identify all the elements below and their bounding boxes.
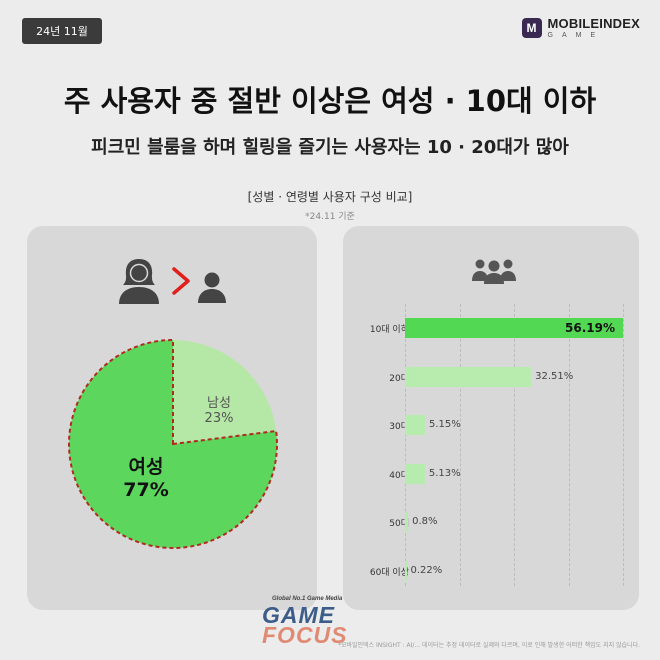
- bar-value-label: 56.19%: [565, 321, 615, 335]
- watermark: Global No.1 Game Media GAME FOCUS: [258, 596, 408, 652]
- brand-sub: GAME: [547, 32, 605, 39]
- grid-line: [405, 304, 406, 586]
- brand-logo: M MOBILEINDEX GAME: [521, 16, 640, 39]
- user-group-icon: [472, 259, 516, 284]
- bar: [405, 463, 425, 484]
- gender-panel: 남성 23% 여성 77%: [27, 226, 317, 610]
- brand-name: MOBILEINDEX: [547, 16, 640, 31]
- male-user-icon: [198, 272, 226, 303]
- bar-value-label: 5.15%: [428, 419, 461, 430]
- female-pct-label: 77%: [123, 479, 169, 501]
- date-badge: 24년 11월: [22, 18, 102, 44]
- grid-line: [514, 304, 515, 586]
- age-bar-chart: 10대 이하 56.19% 20대 32.51% 30대 5.15% 40대 5.13% 50대…: [343, 226, 639, 610]
- female-user-icon: [119, 259, 159, 304]
- female-name-label: 여성: [128, 456, 164, 478]
- bar-category-label: 10대 이하: [369, 325, 409, 335]
- page-subtitle: 피크민 블룸을 하며 힐링을 즐기는 사용자는 10 · 20대가 많아: [91, 137, 569, 158]
- watermark-tagline: Global No.1 Game Media: [272, 596, 343, 602]
- male-pct-label: 23%: [204, 411, 234, 426]
- bar: [405, 512, 409, 532]
- footnote: *모바일인덱스 INSIGHT : AI/... 데이터는 추정 데이터로 실제…: [337, 642, 640, 649]
- bar: [405, 366, 532, 387]
- bar-category-label: 50대: [389, 519, 409, 529]
- greater-than-icon: [172, 267, 190, 295]
- date-note: *24.11 기준: [305, 212, 355, 222]
- page-title: 주 사용자 중 절반 이상은 여성 · 10대 이하: [63, 84, 597, 118]
- grid-line: [623, 304, 624, 586]
- pie-slice-female: [68, 338, 278, 549]
- section-title: [성별 · 연령별 사용자 구성 비교]: [247, 190, 413, 204]
- grid-line: [459, 304, 461, 586]
- bar-value-label: 5.13%: [428, 467, 461, 479]
- bar: [405, 415, 425, 435]
- bar-value-label: 0.22%: [410, 564, 443, 576]
- bar-category-label: 20대: [389, 373, 409, 384]
- bar: [405, 560, 407, 581]
- bar-value-label: 0.8%: [412, 516, 438, 527]
- bar-category-label: 60대 이상: [369, 567, 409, 578]
- male-name-label: 남성: [207, 396, 231, 411]
- male-slice-label: 남성 23%: [189, 392, 249, 426]
- female-slice-label: 여성 77%: [101, 452, 191, 501]
- watermark-focus: FOCUS: [262, 622, 348, 648]
- pie-slice-male: [173, 340, 277, 444]
- bar-category-label: 40대: [389, 470, 409, 481]
- gender-pie-chart: [68, 338, 278, 549]
- brand-mark-icon: M: [521, 18, 542, 38]
- bar-category-label: 30대: [389, 422, 409, 432]
- age-panel: 10대 이하 56.19% 20대 32.51% 30대 5.15% 40대 5.13% 50대…: [343, 226, 639, 610]
- watermark-game: GAME: [262, 602, 335, 628]
- grid-line: [568, 304, 570, 586]
- bar: [405, 318, 623, 338]
- bar-value-label: 32.51%: [535, 370, 574, 382]
